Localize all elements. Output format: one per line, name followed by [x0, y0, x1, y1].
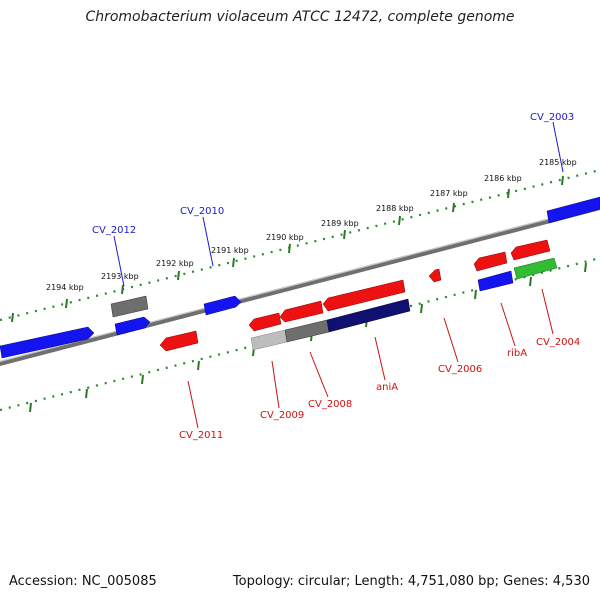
label-connector	[374, 336, 386, 381]
ruler-tick	[29, 402, 32, 413]
ruler-tick	[584, 262, 587, 273]
gene-feature-grey[interactable]	[284, 319, 330, 343]
genome-backbone	[0, 204, 600, 366]
gene-feature-navy[interactable]	[326, 298, 411, 333]
ruler-tick	[288, 243, 291, 254]
gene-label[interactable]: CV_2009	[260, 410, 304, 421]
ruler-label: 2194 kbp	[46, 283, 84, 292]
gene-label[interactable]: CV_2006	[438, 364, 482, 375]
upper-ruler	[0, 168, 600, 323]
gene-feature-blue[interactable]	[203, 295, 242, 316]
ruler-tick	[65, 298, 68, 309]
ruler-tick	[177, 270, 180, 281]
ruler-tick	[561, 175, 564, 186]
gene-feature-red[interactable]	[473, 251, 508, 272]
ruler-tick	[121, 284, 124, 295]
ruler-label: 2193 kbp	[101, 272, 139, 281]
label-connector	[113, 235, 125, 287]
gene-label[interactable]: CV_2003	[530, 112, 574, 123]
ruler-label: 2191 kbp	[211, 246, 249, 255]
gene-label[interactable]: CV_2011	[179, 430, 223, 441]
ruler-tick	[197, 360, 200, 371]
ruler-tick	[529, 276, 532, 287]
ruler-tick	[452, 202, 455, 213]
gene-label[interactable]: CV_2010	[180, 206, 224, 217]
label-connector	[500, 302, 516, 347]
ruler-tick	[343, 229, 346, 240]
gene-feature-light-grey[interactable]	[250, 329, 288, 351]
accession-text: Accession: NC_005085	[9, 574, 157, 589]
gene-label[interactable]: ribA	[507, 348, 527, 359]
ruler-tick	[507, 188, 510, 199]
label-connector	[541, 288, 554, 335]
upper-strand-genes	[0, 196, 600, 359]
gene-feature-blue[interactable]	[114, 316, 151, 336]
label-connector	[271, 360, 280, 409]
ruler-label: 2186 kbp	[484, 174, 522, 183]
ruler-label: 2188 kbp	[376, 204, 414, 213]
gene-feature-green[interactable]	[513, 257, 558, 280]
genome-summary-text: Topology: circular; Length: 4,751,080 bp…	[232, 574, 590, 589]
ruler-label: 2187 kbp	[430, 189, 468, 198]
ruler-tick	[232, 257, 235, 268]
ruler-label: 2190 kbp	[266, 233, 304, 242]
gene-feature-grey[interactable]	[110, 295, 149, 318]
gene-feature-red[interactable]	[510, 239, 551, 261]
gene-feature-blue[interactable]	[477, 270, 514, 292]
ruler-label: 2192 kbp	[156, 259, 194, 268]
gene-feature-red[interactable]	[279, 300, 324, 323]
label-connector	[552, 121, 564, 173]
gene-label[interactable]: CV_2012	[92, 225, 136, 236]
page-title: Chromobacterium violaceum ATCC 12472, co…	[85, 9, 515, 25]
gene-feature-red[interactable]	[248, 312, 282, 332]
lower-strand-genes	[159, 239, 558, 352]
label-connector	[187, 380, 199, 429]
gene-feature-red[interactable]	[322, 279, 406, 312]
ruler-label: 2185 kbp	[539, 158, 577, 167]
gene-feature-red[interactable]	[159, 330, 199, 352]
gene-label[interactable]: aniA	[376, 382, 398, 393]
gene-label[interactable]: CV_2004	[536, 337, 580, 348]
gene-feature-red[interactable]	[428, 268, 442, 283]
label-connector	[202, 216, 214, 267]
ruler-tick	[141, 374, 144, 385]
ruler-label: 2189 kbp	[321, 219, 359, 228]
label-connector	[309, 351, 329, 398]
ruler-tick	[474, 289, 477, 300]
gene-label[interactable]: CV_2008	[308, 399, 352, 410]
ruler-tick	[11, 312, 14, 323]
label-connector	[443, 317, 459, 363]
ruler-tick	[398, 215, 401, 226]
gene-feature-blue[interactable]	[546, 196, 600, 224]
ruler-tick	[420, 303, 423, 314]
lower-ruler	[0, 256, 600, 413]
gene-feature-blue[interactable]	[0, 326, 95, 359]
ruler-tick	[85, 388, 88, 399]
